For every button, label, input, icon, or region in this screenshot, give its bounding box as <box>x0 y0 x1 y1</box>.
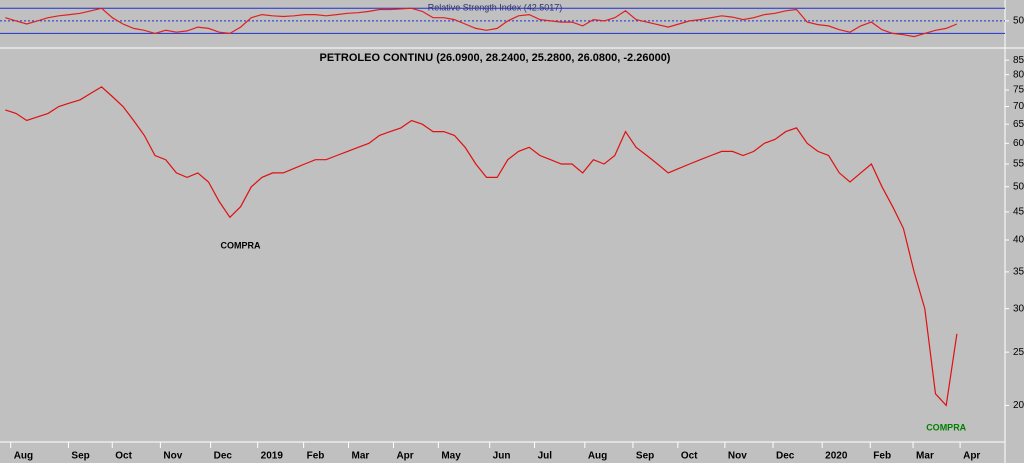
x-tick-label: Oct <box>115 451 132 462</box>
series-line <box>5 86 958 407</box>
x-tick-label: Feb <box>307 451 325 462</box>
y-tick-label: 30 <box>1013 303 1024 314</box>
x-tick-label: Sep <box>71 451 89 462</box>
x-tick-label: Dec <box>214 451 233 462</box>
x-tick-label: Nov <box>728 451 747 462</box>
x-tick-label: Nov <box>163 451 182 462</box>
series-line <box>5 7 958 38</box>
x-tick-label: Sep <box>636 451 654 462</box>
y-tick-label: 20 <box>1013 400 1024 411</box>
y-tick-label: 50 <box>1013 181 1024 192</box>
x-tick-label: Jul <box>538 451 553 462</box>
x-tick-label: Aug <box>588 451 607 462</box>
x-tick-label: Mar <box>352 451 370 462</box>
y-tick-label: 80 <box>1013 69 1024 80</box>
x-tick-label: Dec <box>776 451 795 462</box>
x-tick-label: Mar <box>916 451 934 462</box>
rsi-title: Relative Strength Index (42.5017) <box>428 2 563 12</box>
y-tick-label: 55 <box>1013 159 1024 170</box>
y-tick-label: 35 <box>1013 267 1024 278</box>
y-tick-label: 50 <box>1013 15 1024 26</box>
x-tick-label: 2019 <box>261 451 284 462</box>
x-tick-label: Oct <box>681 451 698 462</box>
x-tick-label: May <box>441 451 461 462</box>
annotation: COMPRA <box>926 422 966 432</box>
x-tick-label: 2020 <box>825 451 848 462</box>
y-tick-label: 70 <box>1013 101 1024 112</box>
x-tick-label: Apr <box>963 451 980 462</box>
annotation: COMPRA <box>221 240 261 250</box>
x-tick-label: Feb <box>873 451 891 462</box>
y-tick-label: 65 <box>1013 119 1024 130</box>
x-tick-label: Aug <box>14 451 33 462</box>
x-tick-label: Apr <box>396 451 413 462</box>
y-tick-label: 45 <box>1013 207 1024 218</box>
y-tick-label: 25 <box>1013 347 1024 358</box>
y-tick-label: 60 <box>1013 138 1024 149</box>
y-tick-label: 85 <box>1013 55 1024 66</box>
y-tick-label: 75 <box>1013 85 1024 96</box>
chart-title: PETROLEO CONTINU (26.0900, 28.2400, 25.2… <box>320 52 671 64</box>
y-tick-label: 40 <box>1013 235 1024 246</box>
x-tick-label: Jun <box>493 451 511 462</box>
